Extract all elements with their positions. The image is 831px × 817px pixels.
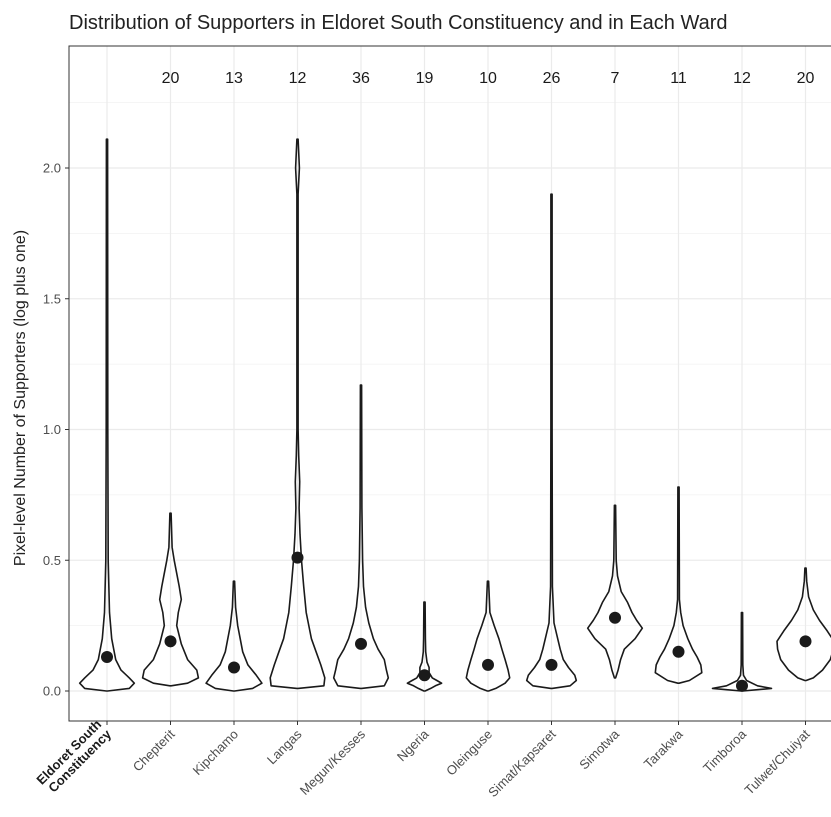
count-label: 12 xyxy=(289,70,307,87)
count-label: 36 xyxy=(352,70,370,87)
violin-eldoret-south-constituency xyxy=(78,138,136,692)
count-label: 26 xyxy=(543,70,561,87)
x-tick-label: Simotwa xyxy=(576,726,622,772)
mean-point xyxy=(228,661,240,674)
y-tick-label: 0.5 xyxy=(43,553,61,568)
violin-simotwa xyxy=(586,504,644,679)
mean-point xyxy=(355,637,367,650)
violin-tarakwa xyxy=(654,486,703,684)
x-tick-label-line: Simat/Kapsaret xyxy=(485,726,559,800)
count-label: 20 xyxy=(162,70,180,87)
violin-timboroa xyxy=(711,611,773,692)
mean-point xyxy=(736,679,748,692)
mean-point xyxy=(609,611,621,624)
count-label: 13 xyxy=(225,70,243,87)
mean-point xyxy=(672,645,685,658)
x-tick-label-line: Tarakwa xyxy=(641,726,686,771)
x-tick-label: Oleinguse xyxy=(443,727,495,779)
mean-point xyxy=(291,551,304,564)
x-tick-label-line: Kipchamo xyxy=(190,727,241,778)
x-tick-label-line: Megun/Kesses xyxy=(297,726,369,798)
mean-point xyxy=(164,635,177,648)
x-tick-label-line: Tulwet/Chuiyat xyxy=(742,726,813,797)
x-tick-label: Langas xyxy=(264,726,305,767)
violin-tulwet-chuiyat xyxy=(776,567,831,682)
count-label: 11 xyxy=(670,70,687,87)
x-tick-label-line: Simotwa xyxy=(576,726,622,772)
panel-border xyxy=(68,45,831,722)
x-tick-label: Megun/Kesses xyxy=(297,726,369,798)
x-tick-label: Eldoret SouthConstituency xyxy=(33,716,114,797)
x-axis: Eldoret SouthConstituency Chepterit Kipcha… xyxy=(33,716,813,800)
panel-background xyxy=(69,46,831,721)
x-tick-label: Simat/Kapsaret xyxy=(485,726,559,800)
chart-title: Distribution of Supporters in Eldoret So… xyxy=(69,12,728,34)
mean-point xyxy=(545,658,558,671)
x-tick-label: Kipchamo xyxy=(190,727,241,778)
mean-point xyxy=(101,651,113,664)
mean-point xyxy=(799,635,812,648)
violin-simat-kapsaret xyxy=(525,193,578,690)
y-axis-label: Pixel-level Number of Supporters (log pl… xyxy=(12,230,29,566)
count-labels: 20 13 12 36 19 10 26 7 11 12 20 xyxy=(162,70,815,87)
plot-panel xyxy=(69,46,831,721)
x-tick-label-line: Langas xyxy=(264,726,305,767)
count-label: 12 xyxy=(733,70,751,87)
violin-kipchamo xyxy=(205,580,263,692)
x-tick-label: Chepterit xyxy=(130,726,178,774)
y-tick-label: 0.0 xyxy=(43,684,61,699)
y-tick-label: 1.0 xyxy=(43,422,61,437)
x-tick-label: Tulwet/Chuiyat xyxy=(742,726,813,797)
violin-megun-kesses xyxy=(332,384,390,690)
x-tick-label-line: Ngeria xyxy=(394,726,432,764)
count-label: 20 xyxy=(797,70,815,87)
violins xyxy=(78,138,831,692)
count-label: 7 xyxy=(611,70,620,87)
x-tick-label: Tarakwa xyxy=(641,726,686,771)
x-tick-label: Timboroa xyxy=(700,726,750,776)
x-tick-label-line: Chepterit xyxy=(130,726,178,774)
mean-point xyxy=(482,658,494,671)
y-axis: 0.0 0.5 1.0 1.5 2.0 xyxy=(43,161,69,699)
x-tick-label: Ngeria xyxy=(394,726,432,764)
mean-points xyxy=(101,551,812,692)
y-tick-label: 2.0 xyxy=(43,161,61,176)
violin-ngeria xyxy=(406,601,443,692)
count-label: 10 xyxy=(479,70,497,87)
y-tick-label: 1.5 xyxy=(43,291,61,306)
x-tick-label-line: Oleinguse xyxy=(443,727,495,779)
x-tick-label-line: Timboroa xyxy=(700,726,750,776)
violin-langas xyxy=(269,138,326,690)
violin-oleinguse xyxy=(465,580,511,692)
violin-chepterit xyxy=(141,512,200,687)
count-label: 19 xyxy=(416,70,434,87)
mean-point xyxy=(418,669,431,682)
